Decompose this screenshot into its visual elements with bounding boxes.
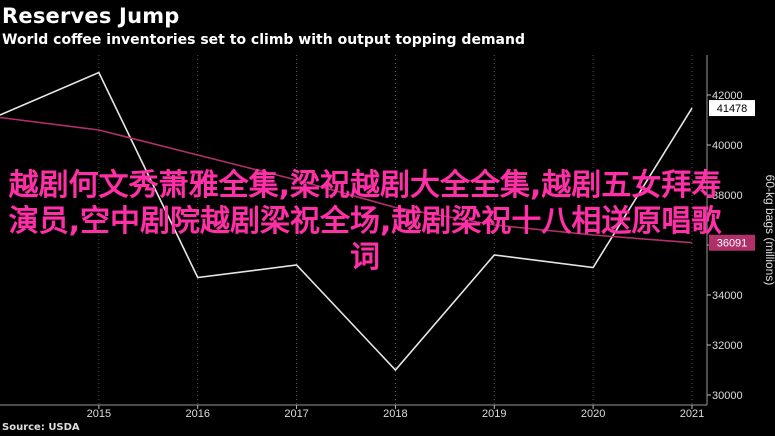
end-value-label: 41478	[717, 103, 748, 115]
x-tick-label: 2018	[383, 408, 407, 420]
source-note: Source: USDA	[2, 422, 80, 433]
x-tick-label: 2019	[482, 408, 506, 420]
y-tick-label: 34000	[712, 290, 743, 302]
y-tick-label: 38000	[712, 190, 743, 202]
x-tick-label: 2015	[87, 408, 111, 420]
x-tick-label: 2017	[284, 408, 308, 420]
end-value-badge	[709, 100, 755, 117]
x-tick-label: 2020	[581, 408, 605, 420]
x-tick-label: 2016	[185, 408, 209, 420]
y-tick-label: 42000	[712, 90, 743, 102]
y-tick-label: 30000	[712, 390, 743, 402]
y-tick-label: 32000	[712, 340, 743, 352]
series-line-magenta	[0, 116, 693, 244]
end-value-label: 36091	[717, 238, 748, 250]
series-line-white	[0, 71, 693, 372]
y-axis-label: 60-kg bags (millions)	[763, 175, 775, 286]
x-tick-label: 2021	[680, 408, 704, 420]
watermark-overlay-text: 越剧何文秀萧雅全集,梁祝越剧大全全集,越剧五女拜寿演员,空中剧院越剧梁祝全场,越…	[8, 168, 722, 275]
chart-title: Reserves Jump	[2, 4, 180, 28]
chart-subtitle: World coffee inventories set to climb wi…	[2, 32, 525, 48]
y-tick-label: 40000	[712, 140, 743, 152]
end-value-badge	[709, 234, 755, 251]
